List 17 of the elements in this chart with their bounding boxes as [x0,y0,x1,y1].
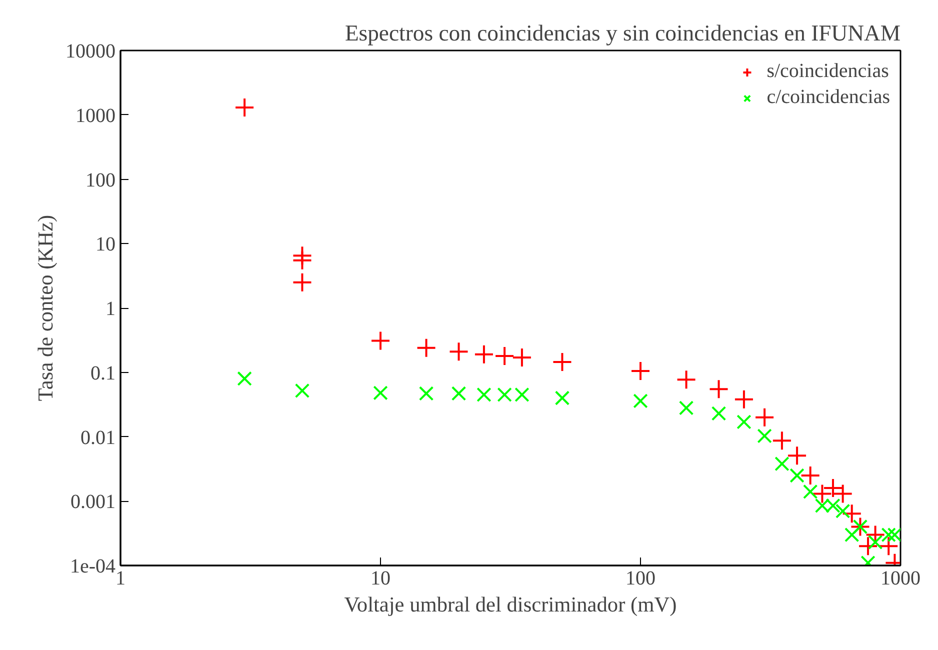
chart-title: Espectros con coincidencias y sin coincidencias en IFUNAM [344,20,901,46]
y-axis-title: Tasa de conteo (KHz) [34,214,58,402]
y-tick-label: 1 [106,298,116,320]
y-tick-label: 10000 [66,40,116,62]
x-tick-label: 1000 [880,568,920,590]
y-tick-label: 10 [96,234,116,256]
y-tick-label: 0.1 [90,362,116,384]
legend-label: s/coincidencias [766,60,889,83]
y-tick-label: 100 [86,169,116,192]
x-tick-label: 10 [370,568,390,590]
x-axis-title: Voltaje umbral del discriminador (mV) [344,592,677,616]
y-tick-label: 0.01 [80,426,116,449]
y-tick-label: 0.001 [70,491,116,514]
y-tick-label: 1000 [76,104,116,127]
y-tick-label: 1e-04 [70,556,116,578]
x-tick-label: 100 [626,568,656,590]
legend-label: c/coincidencias [766,86,890,109]
